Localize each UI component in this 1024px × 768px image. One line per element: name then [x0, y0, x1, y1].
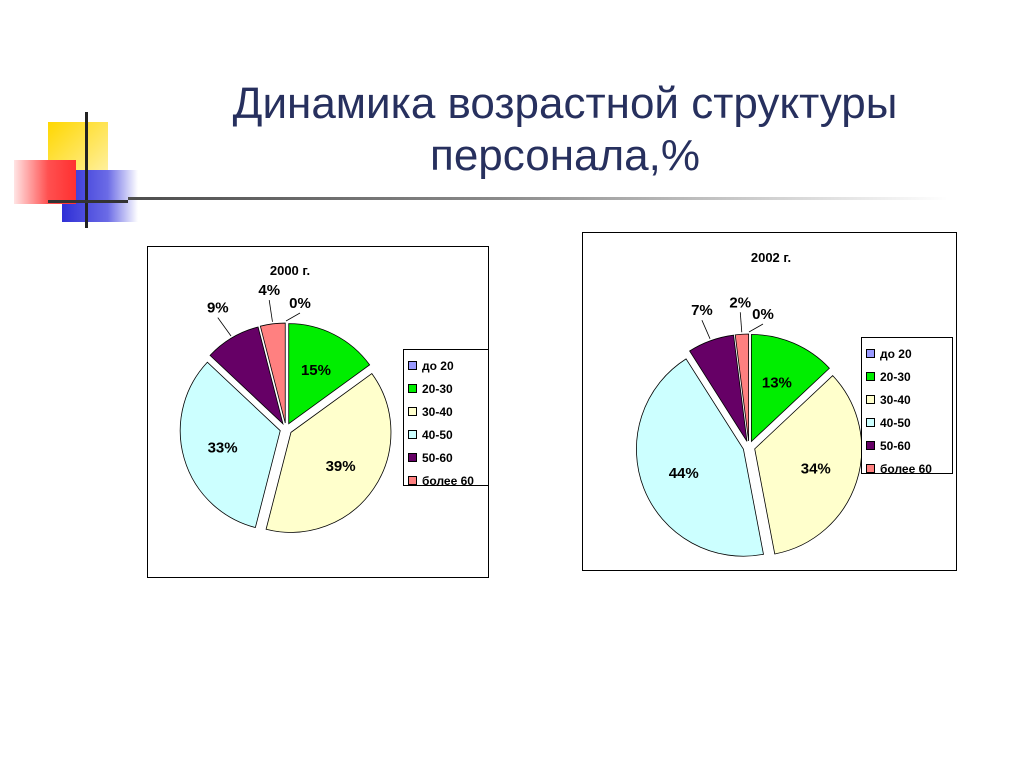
pie-chart-2000-svg: 2000 г. 0% 15% 39% 33% 9% 4%: [179, 263, 392, 533]
legend-swatch-2002-4: [866, 441, 875, 450]
legend-swatch-2000-5: [408, 476, 417, 485]
legend-item-2000-3: 40-50: [408, 423, 484, 446]
legend-swatch-2000-0: [408, 361, 417, 370]
data-label-2002-1: 13%: [762, 375, 792, 392]
legend-swatch-2000-2: [408, 407, 417, 416]
data-label-bg-2002-4: [687, 302, 716, 319]
legend-label-2002-3: 40-50: [880, 415, 911, 430]
pie-slice-2002-3: [636, 358, 764, 557]
leader-line-2000-4: [217, 317, 232, 337]
data-label-2000-0: 0%: [289, 295, 311, 312]
data-label-2002-5: 2%: [729, 294, 751, 311]
pie-slice-2000-1: [288, 323, 371, 425]
legend-label-2002-5: более 60: [880, 461, 932, 476]
legend-item-2000-5: более 60: [408, 469, 484, 492]
legend-label-2002-1: 20-30: [880, 369, 911, 384]
legend-item-2002-4: 50-60: [866, 434, 948, 457]
title-line-1: Динамика возрастной структуры: [232, 79, 898, 128]
legend-label-2000-3: 40-50: [422, 427, 453, 442]
deco-red-square: [14, 160, 76, 204]
data-label-2002-4: 7%: [691, 302, 713, 319]
legend-label-2000-0: до 20: [422, 358, 454, 373]
legend-item-2000-4: 50-60: [408, 446, 484, 469]
legend-swatch-2002-3: [866, 418, 875, 427]
pie-chart-2000: 2000 г. 0% 15% 39% 33% 9% 4% до 20 20-30 30-40 40…: [147, 246, 489, 578]
title-line-2: персонала,%: [430, 131, 700, 180]
legend-item-2002-3: 40-50: [866, 411, 948, 434]
chart-title-2000: 2000 г.: [270, 263, 310, 278]
legend-swatch-2002-2: [866, 395, 875, 404]
legend-label-2002-4: 50-60: [880, 438, 911, 453]
legend-item-2000-1: 20-30: [408, 377, 484, 400]
data-label-2002-0: 0%: [752, 306, 774, 323]
legend-2002: до 20 20-30 30-40 40-50 50-60 более 60: [861, 337, 953, 476]
legend-swatch-2000-4: [408, 453, 417, 462]
legend-item-2000-2: 30-40: [408, 400, 484, 423]
legend-swatch-2000-1: [408, 384, 417, 393]
data-label-bg-2000-4: [203, 299, 232, 316]
deco-vertical-line: [85, 112, 88, 228]
legend-item-2002-2: 30-40: [866, 388, 948, 411]
legend-swatch-2002-5: [866, 464, 875, 473]
legend-swatch-2002-1: [866, 372, 875, 381]
legend-item-2002-1: 20-30: [866, 365, 948, 388]
legend-label-2000-2: 30-40: [422, 404, 453, 419]
legend-item-2002-5: более 60: [866, 457, 948, 480]
data-label-2000-5: 4%: [258, 282, 280, 299]
data-label-bg-2002-0: [749, 306, 777, 322]
data-label-2000-4: 9%: [207, 300, 229, 317]
pie-slice-2000-3: [179, 361, 281, 529]
pie-slice-2002-2: [754, 375, 863, 555]
data-label-2000-1: 15%: [301, 362, 331, 379]
title-underline: [128, 197, 948, 200]
deco-horizontal-line: [48, 200, 128, 203]
legend-swatch-2000-3: [408, 430, 417, 439]
legend-item-2000-0: до 20: [408, 354, 484, 377]
pie-slice-2000-5: [259, 322, 286, 424]
leader-line-2002-5: [739, 312, 743, 333]
pie-slice-2000-4: [209, 326, 284, 426]
data-label-2000-2: 39%: [326, 458, 356, 475]
pie-chart-2002-svg: 2002 г. 0% 13% 34% 44% 7% 2%: [636, 250, 863, 557]
pie-slice-2002-5: [734, 333, 750, 442]
chart-title-2002: 2002 г.: [751, 250, 791, 265]
legend-label-2000-4: 50-60: [422, 450, 453, 465]
data-label-2002-3: 44%: [669, 465, 699, 482]
page-title: Динамика возрастной структуры персонала,…: [150, 78, 980, 182]
leader-line-2000-5: [268, 299, 273, 322]
leader-line-2002-0: [748, 323, 764, 333]
legend-label-2002-0: до 20: [880, 346, 912, 361]
pie-slice-2002-4: [689, 334, 748, 442]
leader-line-2000-0: [285, 312, 301, 322]
data-label-2000-3: 33%: [208, 439, 238, 456]
legend-label-2000-5: более 60: [422, 473, 474, 488]
data-label-bg-2002-5: [726, 294, 755, 311]
data-label-bg-2000-0: [286, 295, 314, 311]
pie-chart-2002: 2002 г. 0% 13% 34% 44% 7% 2% до 20 20-30 30-40 40…: [582, 232, 957, 571]
legend-label-2000-1: 20-30: [422, 381, 453, 396]
data-label-bg-2000-5: [255, 282, 284, 299]
pie-slice-2000-2: [265, 373, 392, 533]
legend-label-2002-2: 30-40: [880, 392, 911, 407]
data-label-2002-2: 34%: [801, 461, 831, 478]
legend-2000: до 20 20-30 30-40 40-50 50-60 более 60: [403, 349, 489, 488]
legend-item-2002-0: до 20: [866, 342, 948, 365]
legend-swatch-2002-0: [866, 349, 875, 358]
leader-line-2002-4: [701, 320, 711, 339]
pie-slice-2002-1: [750, 334, 830, 443]
